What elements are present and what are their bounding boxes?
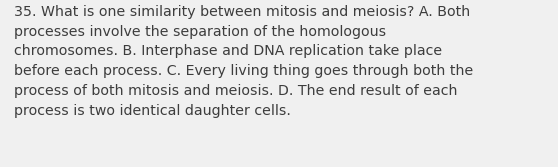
Text: 35. What is one similarity between mitosis and meiosis? A. Both
processes involv: 35. What is one similarity between mitos…	[14, 5, 473, 118]
